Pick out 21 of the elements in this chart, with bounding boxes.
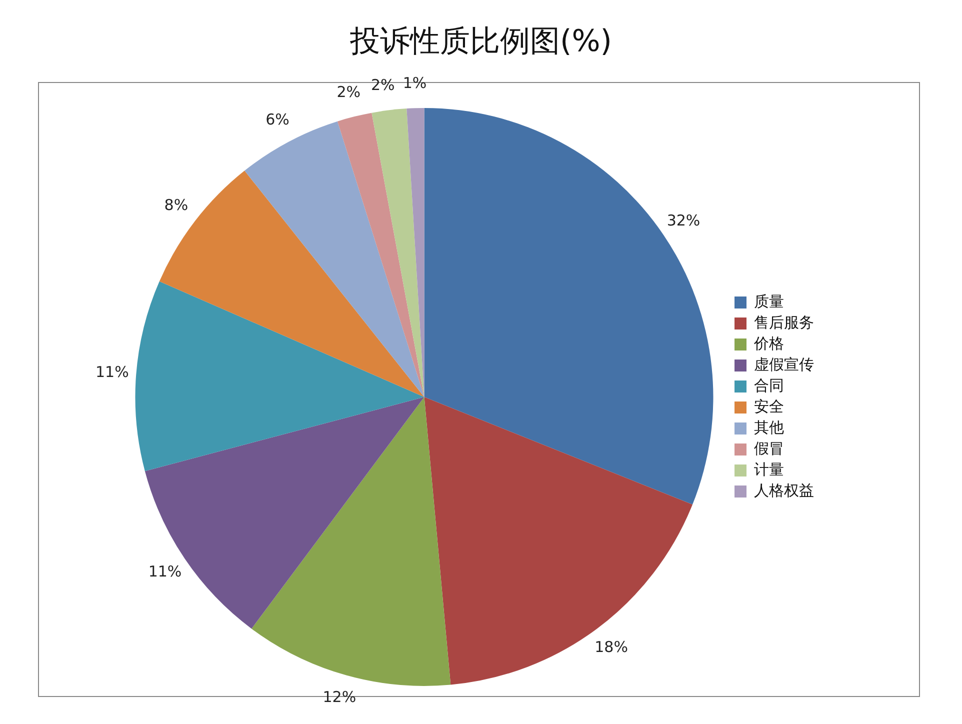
legend-label: 计量 xyxy=(754,460,784,478)
legend-label: 虚假宣传 xyxy=(754,355,814,374)
legend-label: 其他 xyxy=(754,418,784,436)
data-label: 1% xyxy=(402,74,427,92)
data-label: 12% xyxy=(322,688,356,706)
data-label: 8% xyxy=(164,196,188,214)
data-label: 2% xyxy=(336,83,361,102)
legend-label: 人格权益 xyxy=(754,481,814,500)
legend-label: 假冒 xyxy=(754,439,784,458)
legend-label: 售后服务 xyxy=(754,313,814,332)
legend-label: 价格 xyxy=(753,334,784,352)
legend-label: 安全 xyxy=(754,397,784,416)
legend-label: 合同 xyxy=(754,376,784,394)
data-label: 2% xyxy=(371,76,395,94)
data-label: 18% xyxy=(594,638,628,656)
data-label: 11% xyxy=(148,562,182,580)
data-label: 32% xyxy=(666,212,700,230)
data-label: 6% xyxy=(266,110,290,128)
data-label: 11% xyxy=(95,363,129,382)
legend-label: 质量 xyxy=(754,292,784,310)
chart-title: 投诉性质比例图(%) xyxy=(349,23,613,61)
